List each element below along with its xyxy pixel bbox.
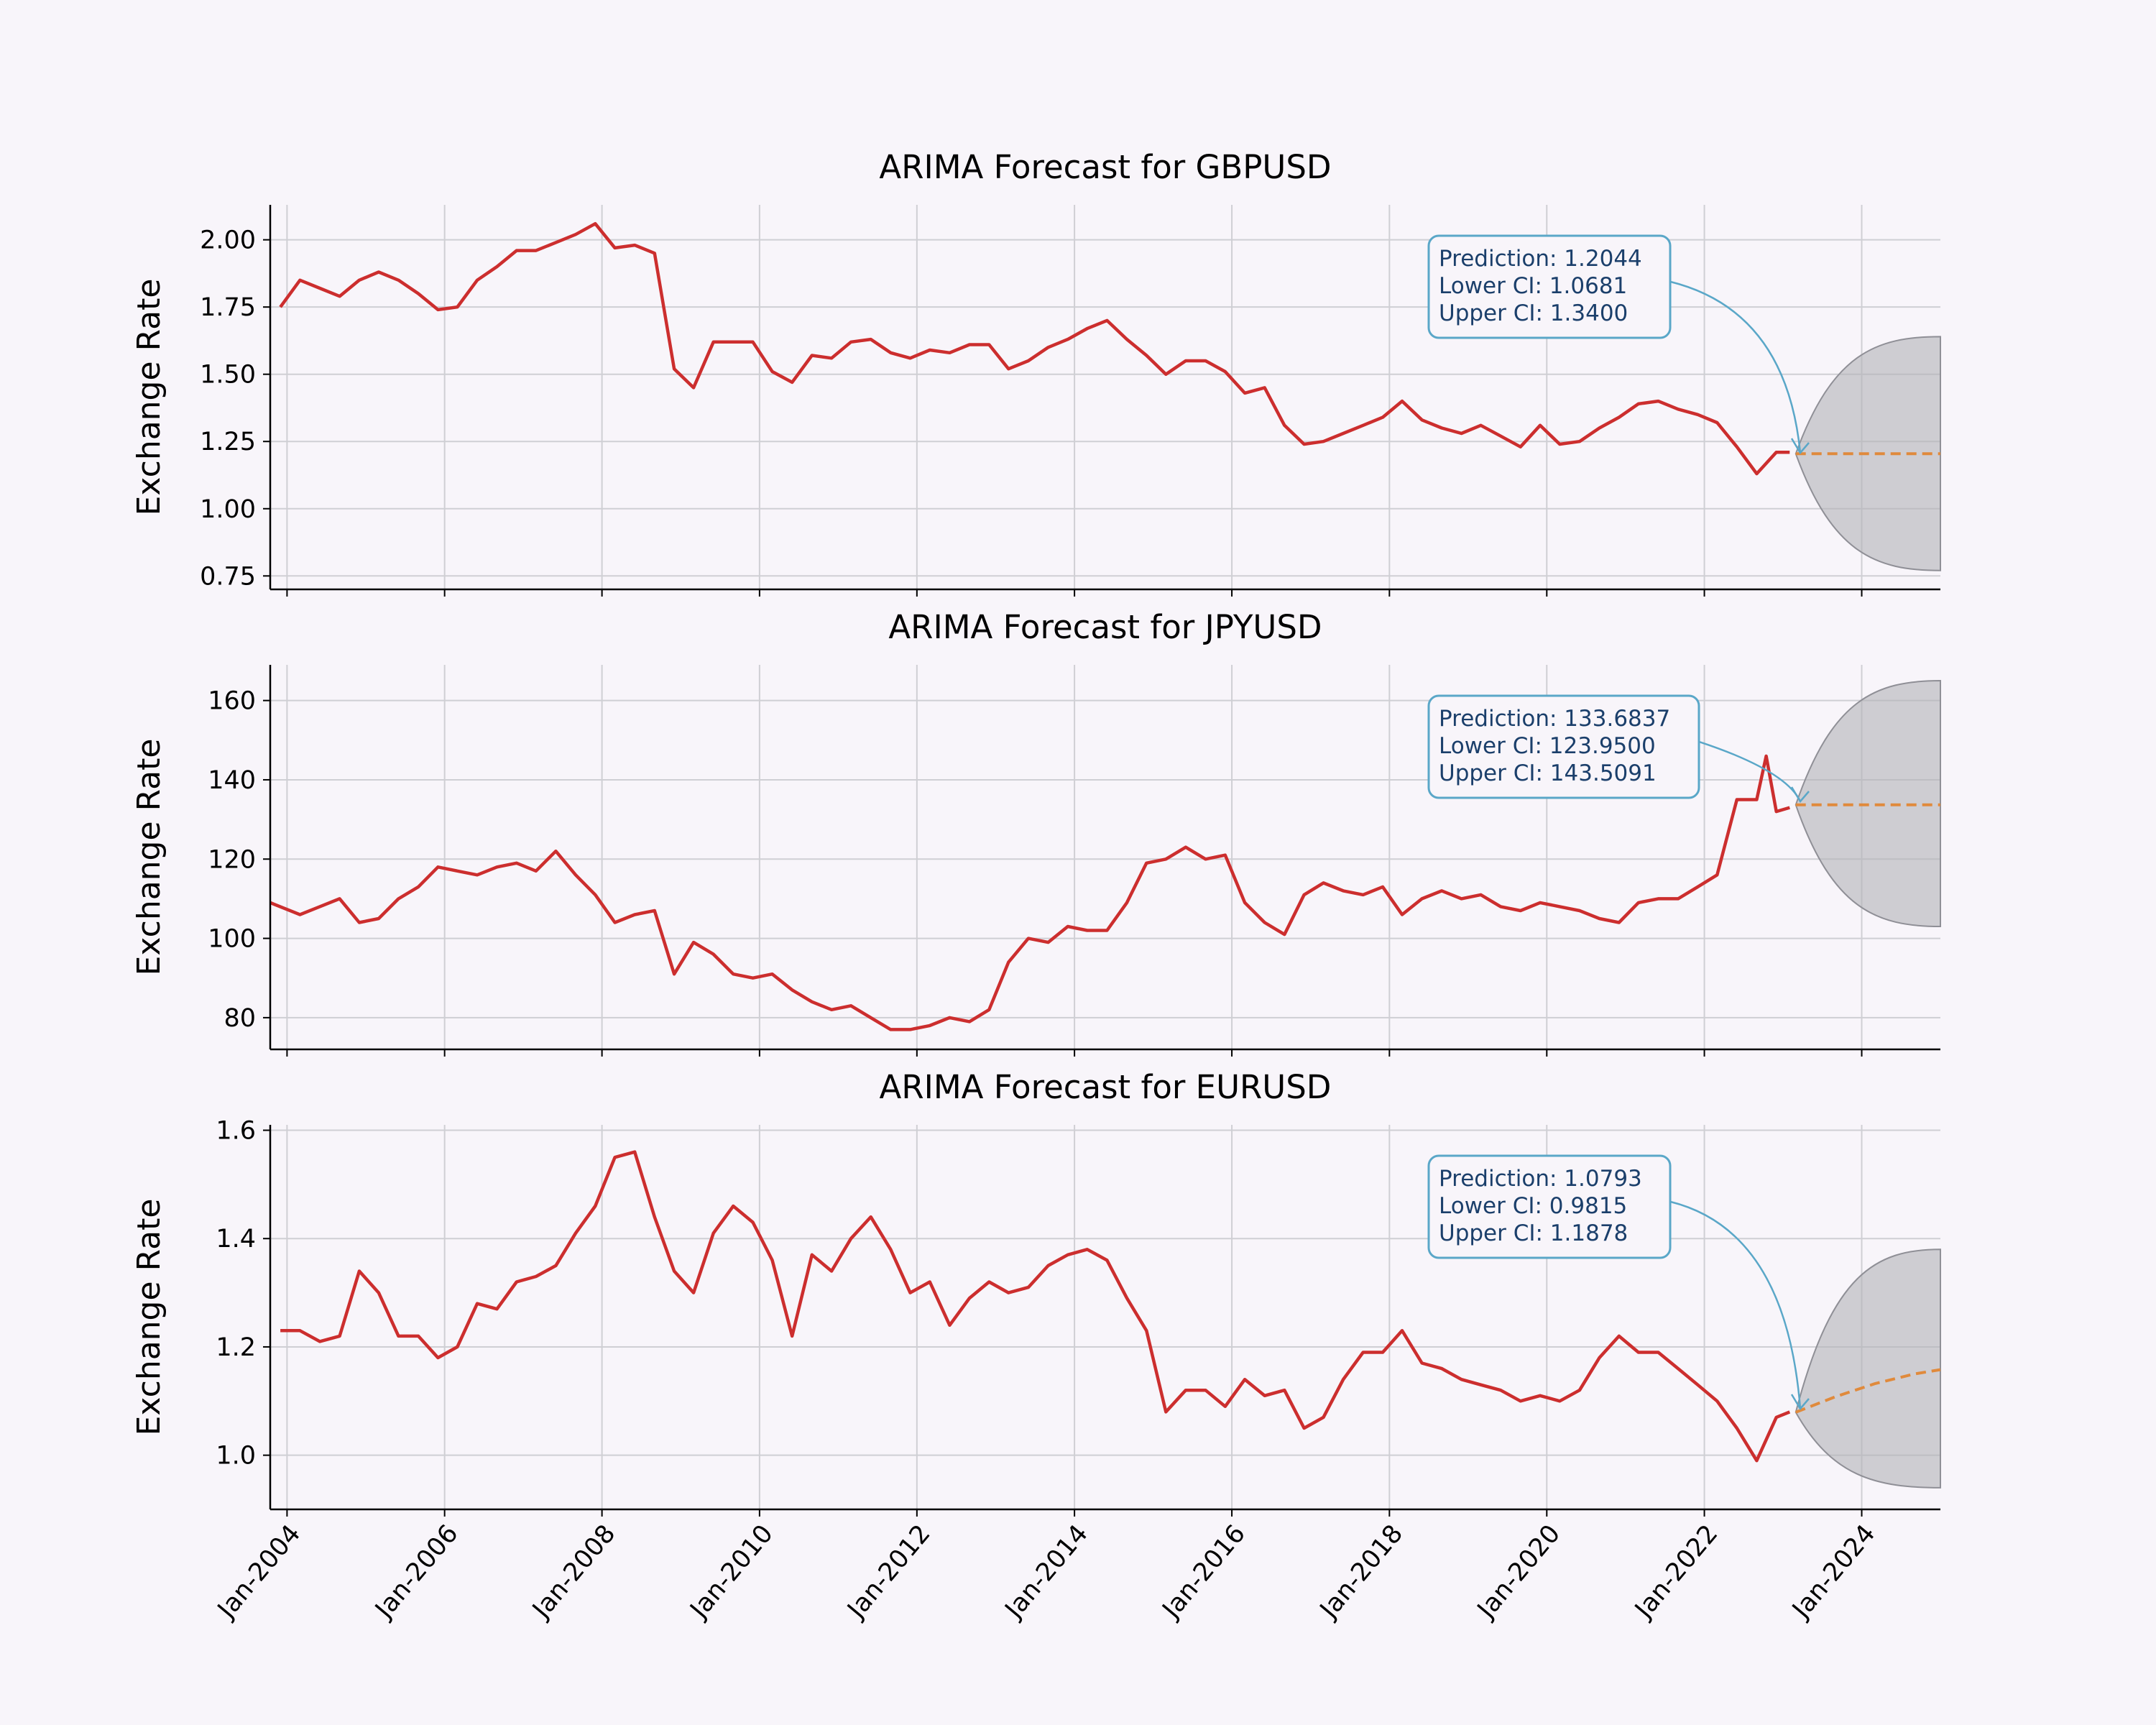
y-tick-label: 80 — [224, 1004, 256, 1033]
chart-panel-2: 80 100 120 140 160 ARIMA Forecast for JPYUSD E… — [131, 608, 1941, 1057]
annotation-arrow — [1669, 1200, 1802, 1409]
annotation-box — [1427, 234, 1672, 339]
y-axis-label: Exchange Rate — [131, 279, 167, 516]
y-tick-label: 140 — [208, 766, 256, 795]
y-tick-label: 0.75 — [200, 562, 256, 591]
annotation-lower-ci: Lower CI: 123.9500 — [1439, 733, 1656, 759]
y-tick-label: 1.25 — [200, 428, 256, 456]
annotation-arrowhead — [1790, 786, 1810, 804]
y-tick-label: 1.75 — [200, 293, 256, 322]
forecast-line — [1795, 1368, 1941, 1414]
y-tick-label: 120 — [208, 845, 256, 874]
y-axis-label: Exchange Rate — [131, 739, 167, 976]
chart-title: ARIMA Forecast for EURUSD — [880, 1068, 1332, 1106]
y-tick-label: 1.00 — [200, 495, 256, 524]
history-line — [280, 1150, 1791, 1463]
annotation-upper-ci: Upper CI: 1.3400 — [1439, 300, 1628, 326]
y-tick-label: 2.00 — [200, 226, 256, 255]
y-tick-label: 1.2 — [216, 1333, 256, 1362]
annotation-lower-ci: Lower CI: 0.9815 — [1439, 1193, 1627, 1219]
y-axis-label: Exchange Rate — [131, 1199, 167, 1436]
history-line — [270, 754, 1790, 1031]
y-tick-label: 160 — [208, 687, 256, 716]
history-line — [279, 221, 1790, 476]
annotation-prediction: Prediction: 133.6837 — [1439, 706, 1670, 732]
y-tick-label: 1.6 — [216, 1117, 256, 1146]
annotation-prediction: Prediction: 1.2044 — [1439, 246, 1642, 272]
annotation-upper-ci: Upper CI: 143.5091 — [1439, 760, 1657, 786]
annotation-arrowhead — [1790, 1394, 1810, 1411]
annotation-arrowhead — [1790, 438, 1810, 455]
confidence-interval-band — [1795, 1248, 1941, 1489]
annotation-upper-ci: Upper CI: 1.1878 — [1439, 1220, 1628, 1246]
annotation-arrow — [1669, 280, 1802, 454]
y-tick-label: 100 — [208, 925, 256, 954]
chart-panel-1: 0.75 1.00 1.25 1.50 1.75 2.00 ARIMA Forecast f… — [131, 148, 1941, 597]
y-tick-label: 1.0 — [216, 1442, 256, 1471]
y-tick-label: 1.50 — [200, 361, 256, 390]
annotation-lower-ci: Lower CI: 1.0681 — [1439, 273, 1627, 299]
annotation-prediction: Prediction: 1.0793 — [1439, 1166, 1642, 1192]
chart-title: ARIMA Forecast for JPYUSD — [888, 608, 1322, 646]
y-tick-label: 1.4 — [216, 1225, 256, 1254]
annotation-box — [1427, 694, 1700, 799]
annotation-box — [1427, 1154, 1672, 1259]
chart-title: ARIMA Forecast for GBPUSD — [879, 148, 1331, 186]
